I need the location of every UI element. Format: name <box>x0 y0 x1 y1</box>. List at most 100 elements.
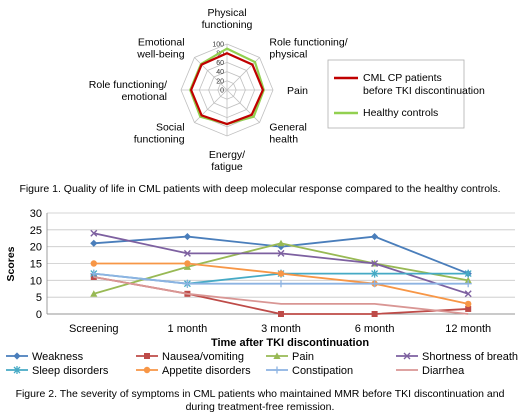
radar-legend: CML CP patients before TKI discontinuati… <box>327 59 485 129</box>
legend-marker-nausea-vomiting <box>144 353 150 359</box>
legend-label-cml-line1: CML CP patients <box>363 72 442 84</box>
point-nausea-vomiting-6-month <box>371 311 378 317</box>
legend-label-cml-line2: before TKI discontinuation <box>363 85 485 97</box>
point-sleep-disorders-6-month <box>371 269 379 278</box>
radar-label-energy-fatigue: Energy/fatigue <box>209 149 245 173</box>
legend-label-nausea-vomiting: Nausea/vomiting <box>162 351 244 363</box>
series-line-diarrhea <box>93 276 469 315</box>
radar-series-cml-cp-patients-before-tki-discontinuation <box>189 51 265 126</box>
legend-marker-pain <box>273 352 281 359</box>
y-tick-0: 0 <box>36 309 42 321</box>
legend-item-nausea-vomiting: Nausea/vomiting <box>136 351 244 363</box>
radar-label-pain: Pain <box>287 85 308 97</box>
point-constipation-screening <box>90 270 98 278</box>
legend-label-sleep-disorders: Sleep disorders <box>32 365 109 377</box>
radar-label-social-functioning: Social functioning <box>134 121 185 145</box>
legend-marker-appetite-disorders <box>143 366 151 374</box>
point-constipation-6-month <box>371 280 379 288</box>
line-series <box>90 229 472 317</box>
radar-tick-0: 0 <box>220 88 224 95</box>
y-tick-15: 15 <box>30 259 42 271</box>
legend-item-diarrhea: Diarrhea <box>396 365 465 377</box>
radar-category-labels: Physical functioning Role functioning/phys… <box>89 7 348 173</box>
legend-label-healthy: Healthy controls <box>363 107 438 119</box>
series-constipation <box>90 270 472 288</box>
radar-label-general-health: General health <box>269 121 306 145</box>
x-axis-label: Time after TKI discontinuation <box>211 337 369 349</box>
line-chart: 0 5 10 15 20 25 30 Screening 1 month 3 month 6 mo… <box>5 208 518 377</box>
point-sleep-disorders-12-month <box>464 269 472 278</box>
point-appetite-disorders-3-month <box>277 270 285 277</box>
legend-item-sleep-disorders: Sleep disorders <box>6 365 109 377</box>
radar-legend-box <box>327 59 465 129</box>
point-shortness-of-breath-screening <box>90 229 98 237</box>
y-tick-25: 25 <box>30 225 42 237</box>
point-weakness-1-month <box>183 232 191 241</box>
point-pain-screening <box>90 290 98 297</box>
radar-label-emotional-well-being: Emotional well-being <box>136 37 184 61</box>
series-appetite-disorders <box>90 260 472 308</box>
y-axis-label: Scores <box>5 246 17 281</box>
x-tick-screening: Screening <box>69 323 119 335</box>
point-shortness-of-breath-12-month <box>464 290 472 298</box>
legend-marker-weakness <box>13 352 21 360</box>
point-appetite-disorders-1-month <box>184 260 191 267</box>
point-shortness-of-breath-1-month <box>183 249 191 257</box>
legend-label-constipation: Constipation <box>292 365 353 377</box>
legend-label-appetite-disorders: Appetite disorders <box>162 365 251 377</box>
legend-label-pain: Pain <box>292 351 314 363</box>
x-tick-6-month: 6 month <box>355 323 395 335</box>
radar-label-role-functioning-emotional: Role functioning/emotional <box>89 79 167 103</box>
x-tick-12-month: 12 month <box>445 323 491 335</box>
legend-item-pain: Pain <box>266 351 314 363</box>
series-diarrhea <box>93 276 469 315</box>
y-tick-5: 5 <box>36 292 42 304</box>
line-y-tick-labels: 0 5 10 15 20 25 30 <box>30 208 42 321</box>
series-weakness <box>90 232 472 278</box>
legend-label-shortness-of-breath: Shortness of breath <box>422 351 518 363</box>
legend-item-appetite-disorders: Appetite disorders <box>136 365 251 377</box>
point-shortness-of-breath-3-month <box>277 249 285 257</box>
radar-tick-100: 100 <box>212 42 224 49</box>
radar-label-role-functioning-physical: Role functioning/physical <box>269 37 347 61</box>
point-constipation-1-month <box>183 280 191 288</box>
radar-tick-60: 60 <box>216 60 224 67</box>
point-constipation-3-month <box>277 280 285 288</box>
x-tick-3-month: 3 month <box>261 323 301 335</box>
x-tick-1-month: 1 month <box>168 323 208 335</box>
y-tick-10: 10 <box>30 275 42 287</box>
point-appetite-disorders-12-month <box>465 300 472 308</box>
line-x-tick-labels: Screening 1 month 3 month 6 month 12 month <box>69 323 491 335</box>
legend-marker-sleep-disorders <box>13 366 21 374</box>
radar-spoke-emotional-well-being <box>194 57 228 91</box>
point-weakness-screening <box>90 239 98 247</box>
legend-label-cml: CML CP patients before TKI discontinuati… <box>363 72 485 97</box>
point-pain-12-month <box>464 276 472 284</box>
y-tick-20: 20 <box>30 242 42 254</box>
legend-item-shortness-of-breath: Shortness of breath <box>396 351 518 363</box>
line-legend: Weakness Nausea/vomiting Pain Shortness of … <box>6 351 518 377</box>
legend-marker-constipation <box>273 366 281 374</box>
radar-tick-80: 80 <box>216 51 224 58</box>
figure1-caption: Figure 1. Quality of life in CML patient… <box>19 183 501 195</box>
radar-chart: 0 20 40 60 80 100 Physical functioning Role fun… <box>89 7 348 173</box>
legend-label-diarrhea: Diarrhea <box>422 365 465 377</box>
legend-item-constipation: Constipation <box>266 365 353 377</box>
point-constipation-12-month <box>464 280 472 288</box>
radar-tick-labels: 0 20 40 60 80 100 <box>212 42 224 95</box>
radar-series <box>189 47 265 126</box>
point-nausea-vomiting-12-month <box>465 305 472 312</box>
point-appetite-disorders-screening <box>90 260 98 267</box>
radar-label-physical-functioning: Physical functioning <box>202 7 253 31</box>
point-weakness-6-month <box>371 232 379 241</box>
legend-marker-shortness-of-breath <box>403 352 411 360</box>
point-shortness-of-breath-6-month <box>371 260 379 267</box>
radar-tick-40: 40 <box>216 69 224 76</box>
figure2-caption: Figure 2. The severity of symptoms in CM… <box>15 388 505 413</box>
radar-tick-20: 20 <box>216 78 224 85</box>
legend-item-weakness: Weakness <box>6 351 84 363</box>
point-pain-3-month <box>277 239 285 247</box>
radar-grid <box>180 43 274 137</box>
point-nausea-vomiting-3-month <box>278 311 284 317</box>
